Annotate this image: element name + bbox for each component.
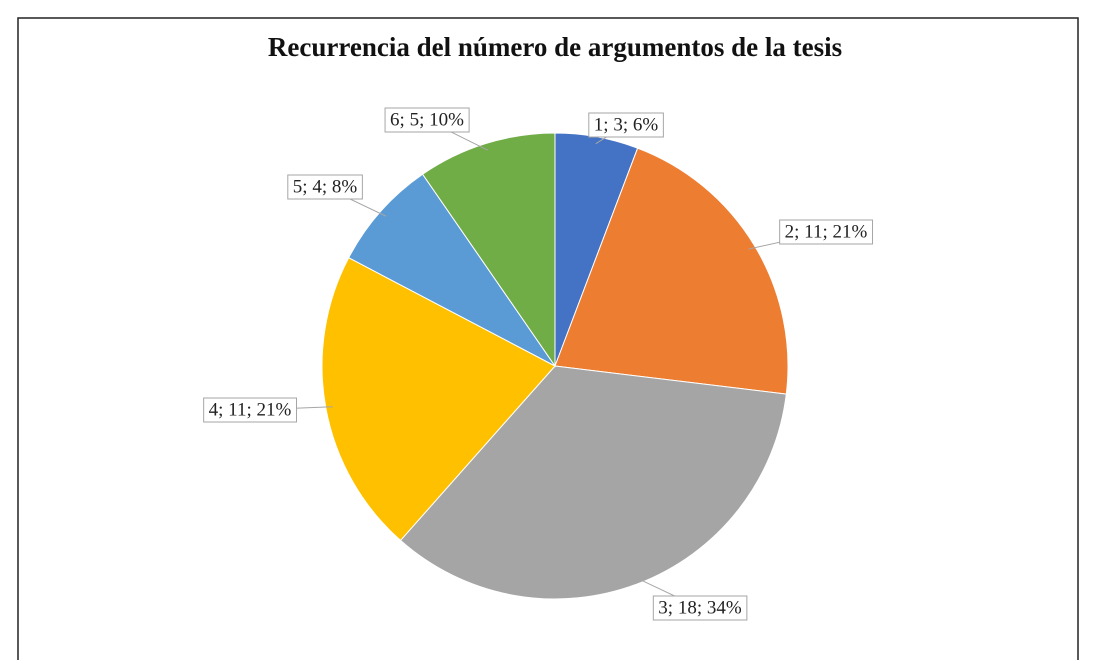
data-label-box — [779, 219, 874, 245]
data-label: 6; 5; 10% — [390, 109, 464, 130]
pie-slice — [348, 173, 556, 367]
data-label-box — [384, 107, 470, 133]
pie-slice — [399, 365, 787, 600]
data-label: 3; 18; 34% — [658, 597, 742, 618]
data-label-box — [588, 112, 664, 138]
data-label-box — [287, 174, 363, 200]
pie-slice — [321, 257, 556, 542]
data-label: 1; 3; 6% — [594, 114, 659, 135]
pie-slice — [421, 132, 556, 368]
chart-title: Recurrencia del número de argumentos de … — [268, 32, 842, 62]
data-label: 4; 11; 21% — [209, 399, 292, 420]
chart-frame — [17, 17, 1079, 660]
data-label: 5; 4; 8% — [293, 176, 358, 197]
pie-slice — [554, 147, 789, 395]
data-label: 2; 11; 21% — [785, 221, 868, 242]
data-label-box — [203, 397, 298, 423]
data-label-box — [652, 595, 748, 621]
